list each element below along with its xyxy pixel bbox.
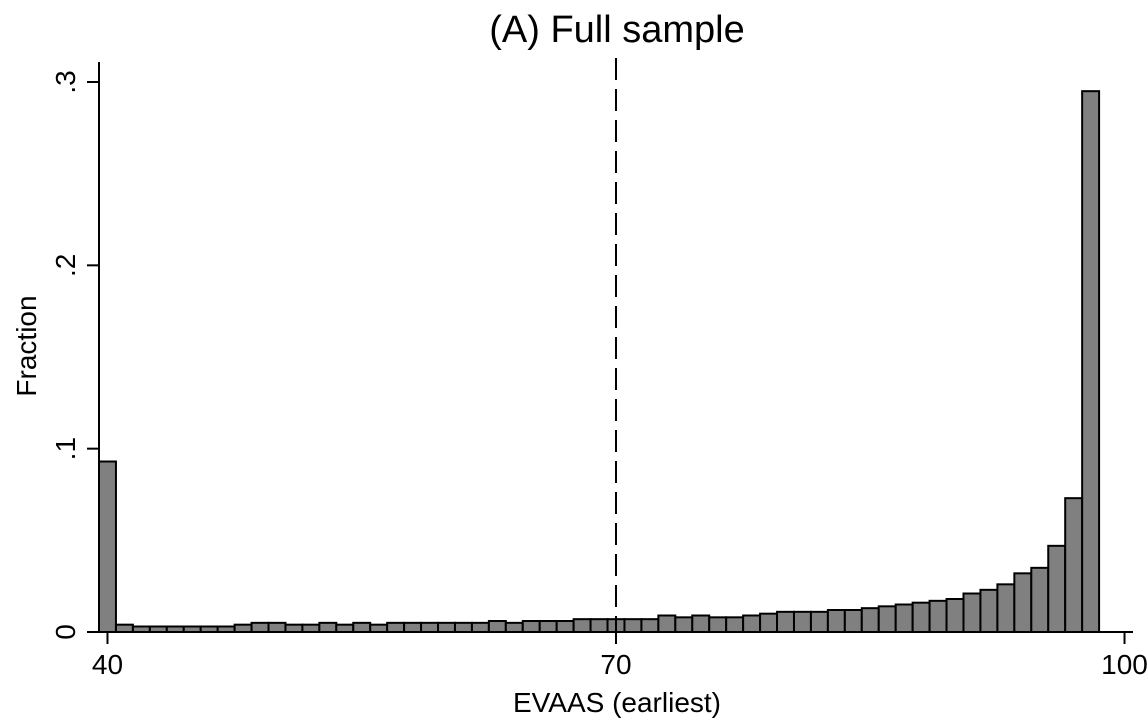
- bar-88: [911, 601, 931, 634]
- bar-98: [1081, 90, 1101, 633]
- y-axis-label: Fraction: [11, 295, 42, 396]
- y-tick-label-0: 0: [50, 624, 81, 640]
- bar-97: [1064, 497, 1084, 633]
- bar-40: [98, 460, 117, 633]
- y-tick-label-.1: .1: [50, 437, 81, 460]
- bar-48: [233, 623, 253, 634]
- bar-92: [979, 588, 999, 633]
- bar-55: [352, 621, 372, 633]
- bar-89: [928, 599, 948, 633]
- x-tick-label-70: 70: [600, 649, 631, 680]
- bar-64: [504, 621, 524, 633]
- bar-51: [284, 623, 304, 634]
- bar-85: [860, 607, 880, 634]
- bar-83: [826, 609, 846, 633]
- bar-60: [437, 621, 456, 633]
- bar-76: [708, 616, 728, 633]
- bar-68: [572, 618, 592, 634]
- x-tick-label-100: 100: [1101, 649, 1148, 680]
- x-tick-label-40: 40: [92, 649, 123, 680]
- bar-93: [996, 583, 1016, 633]
- bar-57: [386, 621, 406, 633]
- bar-86: [877, 605, 897, 633]
- bar-71: [623, 618, 643, 634]
- bar-58: [403, 621, 423, 633]
- bar-78: [742, 614, 762, 633]
- bar-62: [470, 621, 490, 633]
- bar-69: [589, 618, 609, 634]
- bar-65: [521, 620, 541, 633]
- bar-94: [1013, 572, 1033, 633]
- bar-66: [538, 620, 558, 633]
- bar-63: [487, 620, 507, 633]
- bar-79: [759, 612, 779, 634]
- bar-77: [725, 616, 745, 633]
- bar-80: [776, 610, 795, 633]
- bars-group: [98, 90, 1101, 634]
- bar-52: [301, 623, 321, 634]
- bar-87: [894, 603, 914, 633]
- x-axis: 40 70 100: [92, 631, 1148, 680]
- y-tick-label-.2: .2: [50, 254, 81, 277]
- y-tick-label-.3: .3: [50, 70, 81, 93]
- bar-49: [250, 621, 270, 633]
- bar-81: [792, 610, 812, 633]
- bar-67: [555, 620, 575, 633]
- bar-73: [657, 614, 677, 633]
- bar-95: [1030, 566, 1050, 633]
- bar-61: [453, 621, 473, 633]
- bar-59: [420, 621, 440, 633]
- bar-90: [945, 598, 965, 633]
- bar-56: [369, 623, 389, 634]
- bar-91: [962, 592, 982, 633]
- y-axis: 0 .1 .2 .3: [50, 62, 100, 640]
- chart-title: (A) Full sample: [489, 9, 745, 51]
- bar-82: [809, 610, 829, 633]
- bar-75: [691, 614, 711, 633]
- bar-54: [335, 623, 355, 634]
- bar-41: [114, 623, 134, 634]
- bar-84: [843, 609, 863, 633]
- x-axis-label: EVAAS (earliest): [513, 687, 721, 718]
- bar-53: [318, 621, 338, 633]
- bar-50: [267, 621, 287, 633]
- bar-74: [674, 616, 694, 633]
- bar-72: [640, 618, 660, 634]
- bar-96: [1047, 544, 1067, 633]
